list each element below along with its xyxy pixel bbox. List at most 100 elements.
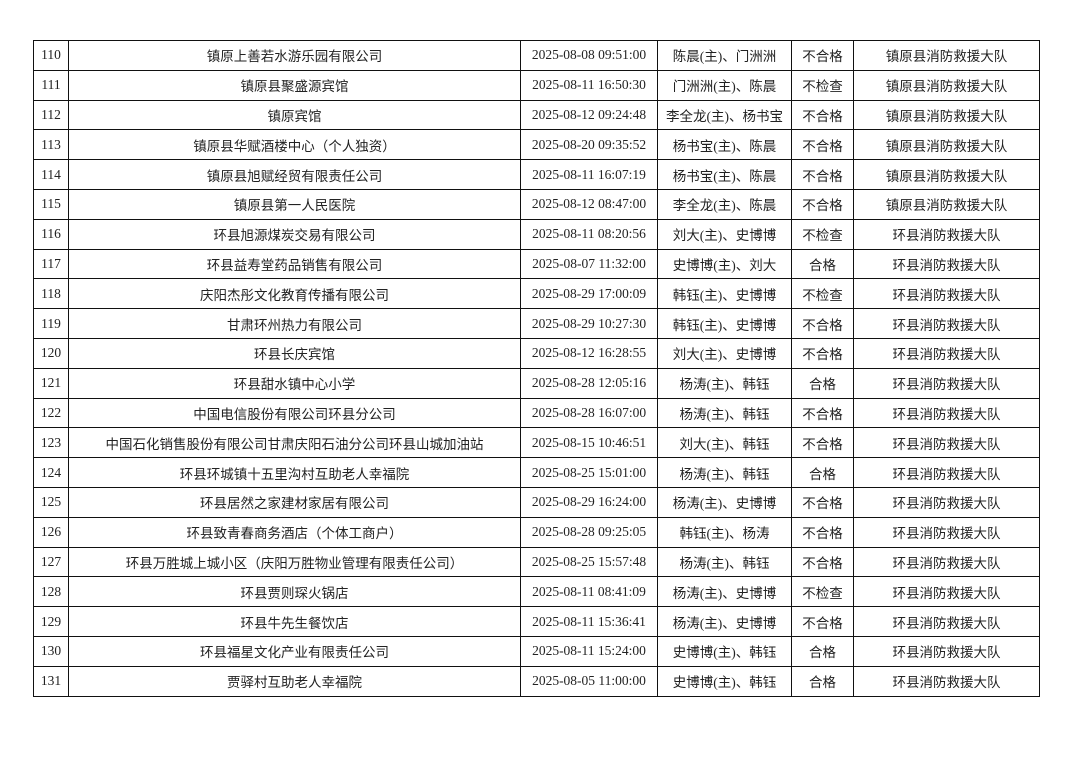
result-cell: 不检查: [791, 69, 854, 101]
table-row: 118 庆阳杰彤文化教育传播有限公司 2025-08-29 17:00:09 韩钰(主…: [33, 278, 1040, 310]
row-number-cell: 126: [33, 516, 69, 548]
result-cell: 不合格: [791, 99, 854, 131]
result-cell: 不合格: [791, 486, 854, 518]
inspectors-cell: 史博博(主)、韩钰: [657, 635, 792, 667]
inspectors-cell: 韩钰(主)、史博博: [657, 308, 792, 339]
row-number-cell: 124: [33, 457, 69, 488]
inspection-time-cell: 2025-08-28 12:05:16: [520, 367, 658, 399]
row-number-cell: 116: [33, 218, 69, 250]
inspectors-cell: 杨涛(主)、韩钰: [657, 546, 792, 578]
unit-name-cell: 镇原县第一人民医院: [68, 188, 521, 220]
unit-name-cell: 中国石化销售股份有限公司甘肃庆阳石油分公司环县山城加油站: [68, 427, 521, 459]
unit-name-cell: 环县贾则琛火锅店: [68, 576, 521, 608]
inspection-time-cell: 2025-08-15 10:46:51: [520, 427, 658, 459]
row-number-cell: 110: [33, 40, 69, 71]
unit-name-cell: 环县长庆宾馆: [68, 337, 521, 369]
unit-name-cell: 中国电信股份有限公司环县分公司: [68, 397, 521, 429]
result-cell: 合格: [791, 635, 854, 667]
fire-brigade-cell: 环县消防救援大队: [853, 546, 1040, 578]
table-row: 110 镇原上善若水游乐园有限公司 2025-08-08 09:51:00 陈晨(主)…: [33, 40, 1040, 71]
fire-brigade-cell: 镇原县消防救援大队: [853, 129, 1040, 161]
unit-name-cell: 庆阳杰彤文化教育传播有限公司: [68, 278, 521, 310]
table-row: 126 环县致青春商务酒店（个体工商户） 2025-08-28 09:25:05 韩钰…: [33, 516, 1040, 548]
inspectors-cell: 李全龙(主)、陈晨: [657, 188, 792, 220]
result-cell: 不合格: [791, 308, 854, 339]
unit-name-cell: 环县万胜城上城小区（庆阳万胜物业管理有限责任公司）: [68, 546, 521, 578]
inspection-time-cell: 2025-08-08 09:51:00: [520, 40, 658, 71]
fire-brigade-cell: 镇原县消防救援大队: [853, 40, 1040, 71]
fire-brigade-cell: 环县消防救援大队: [853, 486, 1040, 518]
inspectors-cell: 杨涛(主)、韩钰: [657, 457, 792, 488]
row-number-cell: 128: [33, 576, 69, 608]
inspectors-cell: 史博博(主)、刘大: [657, 248, 792, 280]
result-cell: 不合格: [791, 159, 854, 190]
inspectors-cell: 刘大(主)、韩钰: [657, 427, 792, 459]
inspection-time-cell: 2025-08-29 10:27:30: [520, 308, 658, 339]
table-row: 119 甘肃环州热力有限公司 2025-08-29 10:27:30 韩钰(主)、史博…: [33, 308, 1040, 339]
fire-brigade-cell: 镇原县消防救援大队: [853, 159, 1040, 190]
table-row: 128 环县贾则琛火锅店 2025-08-11 08:41:09 杨涛(主)、史博博不…: [33, 576, 1040, 608]
table-row: 113 镇原县华赋酒楼中心（个人独资） 2025-08-20 09:35:52 杨书宝…: [33, 129, 1040, 161]
row-number-cell: 111: [33, 69, 69, 101]
row-number-cell: 121: [33, 367, 69, 399]
inspection-time-cell: 2025-08-28 16:07:00: [520, 397, 658, 429]
row-number-cell: 120: [33, 337, 69, 369]
row-number-cell: 118: [33, 278, 69, 310]
result-cell: 不合格: [791, 606, 854, 637]
inspectors-cell: 韩钰(主)、史博博: [657, 278, 792, 310]
inspection-time-cell: 2025-08-25 15:57:48: [520, 546, 658, 578]
fire-brigade-cell: 环县消防救援大队: [853, 248, 1040, 280]
result-cell: 不合格: [791, 129, 854, 161]
inspection-time-cell: 2025-08-12 09:24:48: [520, 99, 658, 131]
result-cell: 不合格: [791, 427, 854, 459]
inspectors-cell: 杨涛(主)、韩钰: [657, 367, 792, 399]
result-cell: 不检查: [791, 278, 854, 310]
result-cell: 不合格: [791, 397, 854, 429]
fire-brigade-cell: 环县消防救援大队: [853, 665, 1040, 697]
fire-brigade-cell: 环县消防救援大队: [853, 606, 1040, 637]
inspection-time-cell: 2025-08-25 15:01:00: [520, 457, 658, 488]
table-row: 123 中国石化销售股份有限公司甘肃庆阳石油分公司环县山城加油站 2025-08-1…: [33, 427, 1040, 459]
inspectors-cell: 刘大(主)、史博博: [657, 337, 792, 369]
table-row: 114 镇原县旭赋经贸有限责任公司 2025-08-11 16:07:19 杨书宝(主…: [33, 159, 1040, 190]
row-number-cell: 122: [33, 397, 69, 429]
unit-name-cell: 环县甜水镇中心小学: [68, 367, 521, 399]
unit-name-cell: 环县居然之家建材家居有限公司: [68, 486, 521, 518]
table-row: 130 环县福星文化产业有限责任公司 2025-08-11 15:24:00 史博博(…: [33, 635, 1040, 667]
inspectors-cell: 杨涛(主)、史博博: [657, 486, 792, 518]
fire-brigade-cell: 环县消防救援大队: [853, 218, 1040, 250]
fire-brigade-cell: 环县消防救援大队: [853, 308, 1040, 339]
table-row: 122 中国电信股份有限公司环县分公司 2025-08-28 16:07:00 杨涛(…: [33, 397, 1040, 429]
table-row: 120 环县长庆宾馆 2025-08-12 16:28:55 刘大(主)、史博博 不合格…: [33, 337, 1040, 369]
table-row: 121 环县甜水镇中心小学 2025-08-28 12:05:16 杨涛(主)、韩钰合…: [33, 367, 1040, 399]
fire-brigade-cell: 环县消防救援大队: [853, 635, 1040, 667]
result-cell: 不合格: [791, 40, 854, 71]
fire-brigade-cell: 环县消防救援大队: [853, 367, 1040, 399]
inspectors-cell: 杨涛(主)、史博博: [657, 606, 792, 637]
inspection-time-cell: 2025-08-12 08:47:00: [520, 188, 658, 220]
result-cell: 不合格: [791, 546, 854, 578]
unit-name-cell: 环县环城镇十五里沟村互助老人幸福院: [68, 457, 521, 488]
inspection-time-cell: 2025-08-11 08:20:56: [520, 218, 658, 250]
row-number-cell: 127: [33, 546, 69, 578]
row-number-cell: 125: [33, 486, 69, 518]
unit-name-cell: 贾驿村互助老人幸福院: [68, 665, 521, 697]
result-cell: 不合格: [791, 516, 854, 548]
inspection-time-cell: 2025-08-11 16:07:19: [520, 159, 658, 190]
result-cell: 不合格: [791, 337, 854, 369]
unit-name-cell: 环县致青春商务酒店（个体工商户）: [68, 516, 521, 548]
unit-name-cell: 镇原县华赋酒楼中心（个人独资）: [68, 129, 521, 161]
fire-brigade-cell: 环县消防救援大队: [853, 397, 1040, 429]
fire-brigade-cell: 环县消防救援大队: [853, 457, 1040, 488]
fire-brigade-cell: 环县消防救援大队: [853, 576, 1040, 608]
inspection-time-cell: 2025-08-20 09:35:52: [520, 129, 658, 161]
inspection-time-cell: 2025-08-11 15:24:00: [520, 635, 658, 667]
fire-brigade-cell: 镇原县消防救援大队: [853, 69, 1040, 101]
unit-name-cell: 环县益寿堂药品销售有限公司: [68, 248, 521, 280]
row-number-cell: 123: [33, 427, 69, 459]
table-row: 125 环县居然之家建材家居有限公司 2025-08-29 16:24:00 杨涛(主…: [33, 486, 1040, 518]
table-row: 117 环县益寿堂药品销售有限公司 2025-08-07 11:32:00 史博博(主…: [33, 248, 1040, 280]
inspection-time-cell: 2025-08-07 11:32:00: [520, 248, 658, 280]
inspection-time-cell: 2025-08-05 11:00:00: [520, 665, 658, 697]
fire-brigade-cell: 镇原县消防救援大队: [853, 188, 1040, 220]
